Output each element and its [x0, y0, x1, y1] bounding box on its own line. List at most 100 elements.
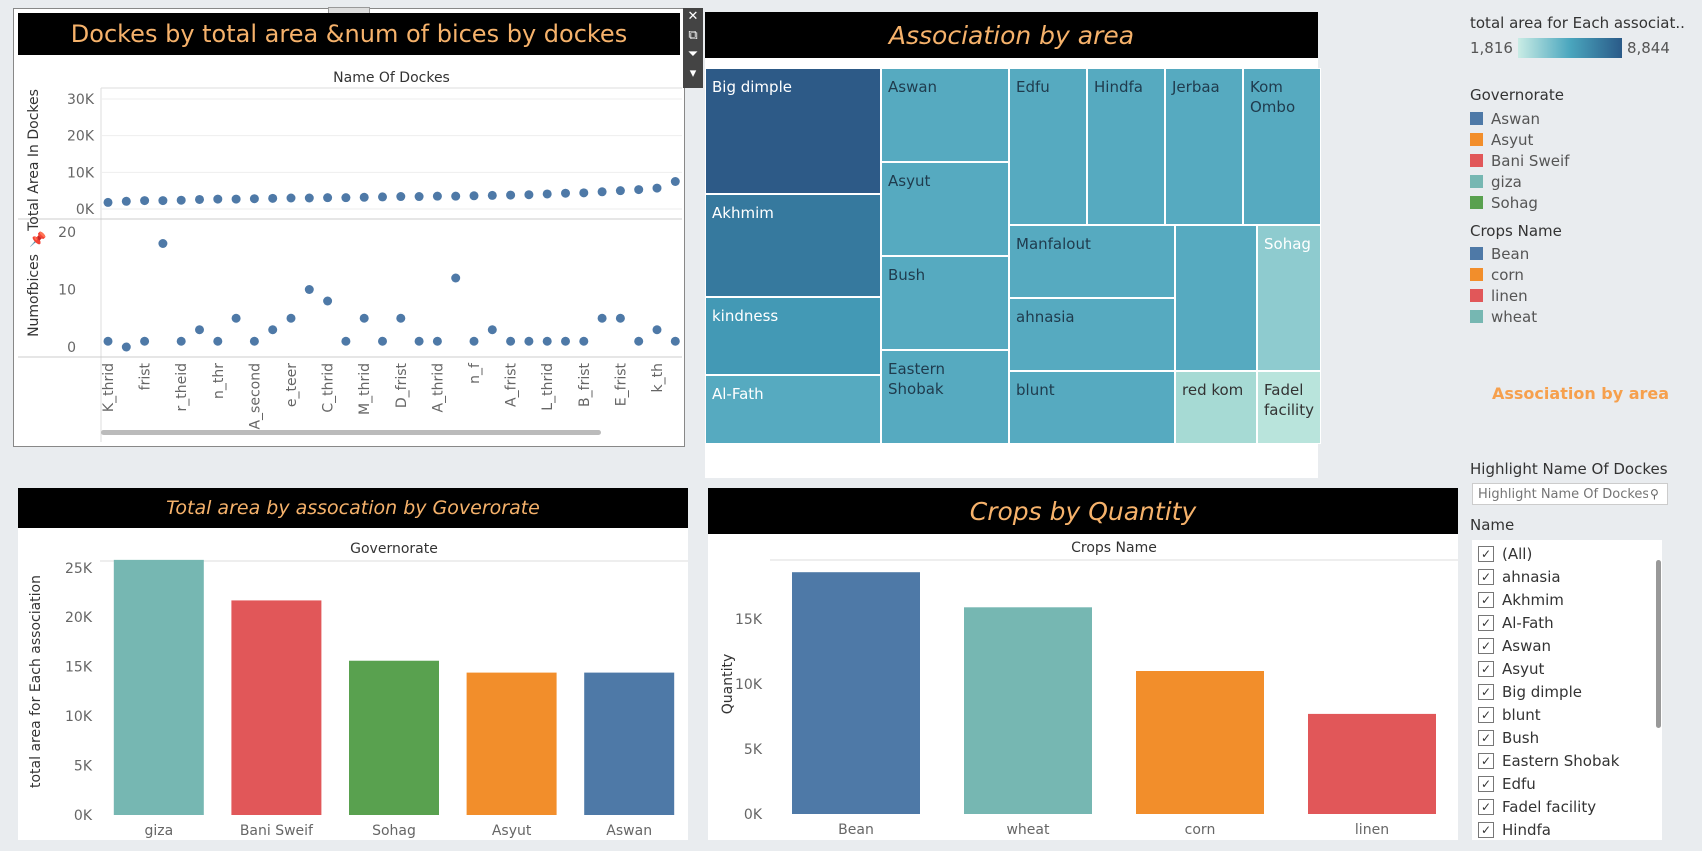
- area-point: [615, 186, 625, 196]
- area-point: [597, 187, 607, 197]
- name-filter-item[interactable]: ✓ Edfu: [1478, 772, 1662, 795]
- x-tick-label: n_f: [467, 362, 483, 384]
- checkbox-checked-icon[interactable]: ✓: [1478, 683, 1494, 700]
- treemap-cell[interactable]: Manfalout: [1009, 225, 1175, 298]
- checkbox-checked-icon[interactable]: ✓: [1478, 729, 1494, 746]
- name-filter-item[interactable]: ✓ Asyut: [1478, 657, 1662, 680]
- x-tick-label: Bean: [838, 822, 874, 838]
- treemap-cell[interactable]: Hindfa: [1087, 68, 1165, 225]
- x-tick-label: Aswan: [606, 823, 652, 839]
- treemap-cell[interactable]: Eastern Shobak: [881, 350, 1009, 444]
- treemap-cell[interactable]: Al-Fath: [705, 375, 881, 444]
- name-filter-scrollbar[interactable]: [1656, 560, 1661, 728]
- treemap-cell[interactable]: Aswan: [881, 68, 1009, 162]
- y-tick-label: 15K: [65, 660, 93, 676]
- bices-point: [359, 313, 369, 323]
- bices-point: [140, 336, 150, 346]
- checkbox-checked-icon[interactable]: ✓: [1478, 591, 1494, 608]
- y-tick-label: 5K: [74, 759, 93, 775]
- checkbox-checked-icon[interactable]: ✓: [1478, 545, 1494, 562]
- treemap-cell[interactable]: Sohag: [1257, 225, 1321, 371]
- area-point: [634, 185, 644, 195]
- horizontal-scrollbar[interactable]: [101, 430, 601, 435]
- area-point: [268, 193, 278, 203]
- treemap-cell[interactable]: red kom: [1175, 371, 1257, 444]
- open-external-icon[interactable]: ⧉: [688, 28, 698, 43]
- bices-point: [432, 336, 442, 346]
- crops-legend-item[interactable]: wheat: [1470, 306, 1537, 327]
- crops-legend-item[interactable]: Bean: [1470, 243, 1537, 264]
- governorate-legend-item[interactable]: Aswan: [1470, 108, 1569, 129]
- legend-swatch: [1470, 289, 1483, 302]
- bices-point: [414, 336, 424, 346]
- name-filter-item[interactable]: ✓ Fadel facility: [1478, 795, 1662, 818]
- governorate-title-bar: Total area by assocation by Goverorate: [18, 488, 688, 528]
- name-filter-item[interactable]: ✓ Hindfa: [1478, 818, 1662, 840]
- name-filter-item[interactable]: ✓ Bush: [1478, 726, 1662, 749]
- legend-label: Aswan: [1491, 109, 1541, 128]
- name-filter-item[interactable]: ✓ Al-Fath: [1478, 611, 1662, 634]
- checkbox-checked-icon[interactable]: ✓: [1478, 752, 1494, 769]
- treemap-cell[interactable]: Asyut: [881, 162, 1009, 256]
- name-filter-item[interactable]: ✓ ahnasia: [1478, 565, 1662, 588]
- name-filter-item[interactable]: ✓ Eastern Shobak: [1478, 749, 1662, 772]
- governorate-legend-item[interactable]: giza: [1470, 171, 1569, 192]
- treemap-cell[interactable]: Bush: [881, 256, 1009, 350]
- treemap-cell[interactable]: Kom Ombo: [1243, 68, 1321, 225]
- checkbox-checked-icon[interactable]: ✓: [1478, 660, 1494, 677]
- bices-point: [670, 336, 680, 346]
- name-filter-list[interactable]: ✓ (All) ✓ ahnasia ✓ Akhmim ✓ Al-Fath ✓ Aswan ✓ Asyu…: [1472, 540, 1662, 840]
- name-filter-item[interactable]: ✓ Big dimple: [1478, 680, 1662, 703]
- dock-scatter-chart[interactable]: Name Of Dockes 30K 20K 10K 0K Total Area In D…: [18, 57, 682, 442]
- treemap-cell[interactable]: kindness: [705, 297, 881, 375]
- area-point: [506, 190, 516, 200]
- governorate-legend-item[interactable]: Asyut: [1470, 129, 1569, 150]
- x-tick-label: Bani Sweif: [240, 823, 314, 839]
- name-filter-item[interactable]: ✓ (All): [1478, 542, 1662, 565]
- top-y-tick: 20K: [67, 129, 95, 145]
- checkbox-checked-icon[interactable]: ✓: [1478, 775, 1494, 792]
- treemap-cell[interactable]: Akhmim: [705, 194, 881, 297]
- treemap-cell[interactable]: Jerbaa: [1165, 68, 1243, 225]
- crops-legend-item[interactable]: linen: [1470, 285, 1537, 306]
- color-scale-max: 8,844: [1626, 39, 1670, 57]
- x-tick-label: C_thrid: [321, 363, 337, 413]
- filter-icon[interactable]: ⏷: [687, 47, 699, 62]
- treemap-cell[interactable]: blunt: [1009, 371, 1175, 444]
- treemap-cell[interactable]: Fadel facility: [1257, 371, 1321, 444]
- checkbox-checked-icon[interactable]: ✓: [1478, 614, 1494, 631]
- treemap-cell[interactable]: Big dimple: [705, 68, 881, 194]
- highlight-search-input[interactable]: [1473, 485, 1650, 503]
- governorate-panel: Total area by assocation by Goverorate G…: [18, 488, 688, 840]
- checkbox-checked-icon[interactable]: ✓: [1478, 821, 1494, 838]
- treemap-cell[interactable]: Edfu: [1009, 68, 1087, 225]
- treemap-cell[interactable]: ahnasia: [1009, 298, 1175, 371]
- highlight-search-box[interactable]: ⚲: [1472, 483, 1668, 505]
- more-options-icon[interactable]: ▾: [689, 66, 697, 81]
- legend-swatch: [1470, 196, 1483, 209]
- governorate-bar-chart[interactable]: Governorate 25K 20K 15K 10K 5K 0K total area fo…: [18, 528, 688, 840]
- crops-bar-chart[interactable]: Crops Name 15K 10K 5K 0K Quantity Bean wheat cor…: [708, 534, 1458, 840]
- bices-point: [103, 336, 113, 346]
- checkbox-checked-icon[interactable]: ✓: [1478, 798, 1494, 815]
- y-axis-label: Quantity: [720, 654, 736, 715]
- governorate-legend-item[interactable]: Bani Sweif: [1470, 150, 1569, 171]
- x-tick-label: r_theid: [174, 363, 190, 412]
- association-link[interactable]: Association by area: [1492, 384, 1670, 403]
- x-tick-label: frist: [138, 362, 154, 390]
- name-filter-item[interactable]: ✓ Akhmim: [1478, 588, 1662, 611]
- treemap-cell[interactable]: [1175, 225, 1257, 371]
- bices-point: [615, 313, 625, 323]
- close-icon[interactable]: ✕: [687, 9, 699, 24]
- name-filter-item[interactable]: ✓ Aswan: [1478, 634, 1662, 657]
- treemap-chart[interactable]: Big dimple Akhmim kindness Al-Fath Aswan Asyu…: [705, 68, 1321, 476]
- checkbox-checked-icon[interactable]: ✓: [1478, 568, 1494, 585]
- dock-panel[interactable]: Dockes by total area &num of bices by do…: [13, 7, 685, 447]
- checkbox-checked-icon[interactable]: ✓: [1478, 637, 1494, 654]
- governorate-legend-item[interactable]: Sohag: [1470, 192, 1569, 213]
- bices-point: [304, 285, 314, 294]
- checkbox-checked-icon[interactable]: ✓: [1478, 706, 1494, 723]
- crops-legend-item[interactable]: corn: [1470, 264, 1537, 285]
- name-filter-item[interactable]: ✓ blunt: [1478, 703, 1662, 726]
- crops-title: Crops by Quantity: [969, 496, 1197, 526]
